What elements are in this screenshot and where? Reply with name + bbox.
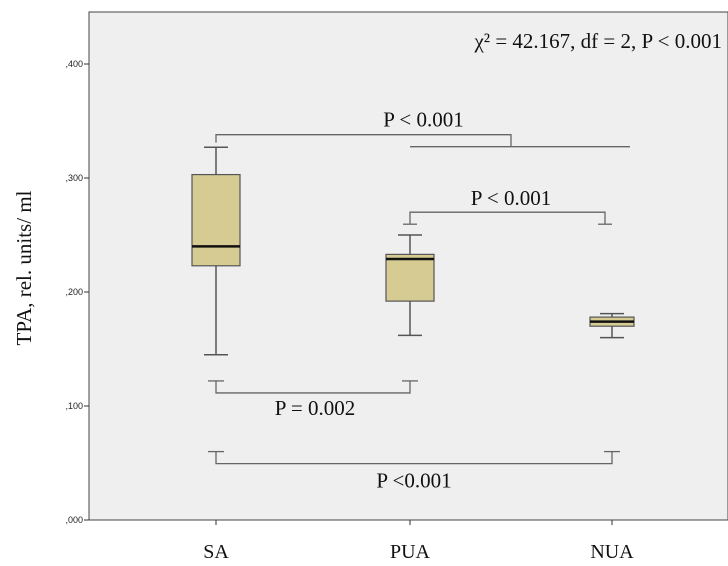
bracket-line (215, 451, 613, 465)
y-tick-label: ,400 (65, 59, 83, 69)
bracket-label: P < 0.001 (471, 186, 552, 210)
bracket-sa-vs-others: P < 0.001 (215, 108, 630, 148)
x-tick-label: PUA (390, 541, 431, 563)
x-tick-label: SA (203, 541, 229, 563)
bracket-label: P <0.001 (376, 469, 451, 493)
bracket-pua-vs-nua: P < 0.001 (403, 186, 612, 225)
bracket-line (215, 134, 512, 147)
bracket-line (409, 211, 606, 225)
bracket-line (215, 380, 411, 394)
y-tick-label: ,200 (65, 287, 83, 297)
iqr-box (385, 253, 435, 302)
y-tick-label: ,300 (65, 173, 83, 183)
box-sa (191, 146, 241, 356)
chi-square-annotation: χ² = 42.167, df = 2, P < 0.001 (473, 29, 722, 53)
x-tick-label: NUA (590, 541, 634, 563)
box-pua (385, 234, 435, 337)
y-axis-label: TPA, rel. units/ ml (12, 190, 36, 345)
y-tick-label: ,000 (65, 515, 83, 525)
bracket-label: P = 0.002 (275, 396, 356, 420)
bracket-sa-vs-pua: P = 0.002 (208, 380, 418, 420)
box-nua (589, 312, 635, 339)
iqr-box (191, 173, 241, 267)
bracket-sa-vs-nua: P <0.001 (208, 450, 620, 493)
y-tick-label: ,100 (65, 401, 83, 411)
bracket-label: P < 0.001 (383, 108, 464, 132)
